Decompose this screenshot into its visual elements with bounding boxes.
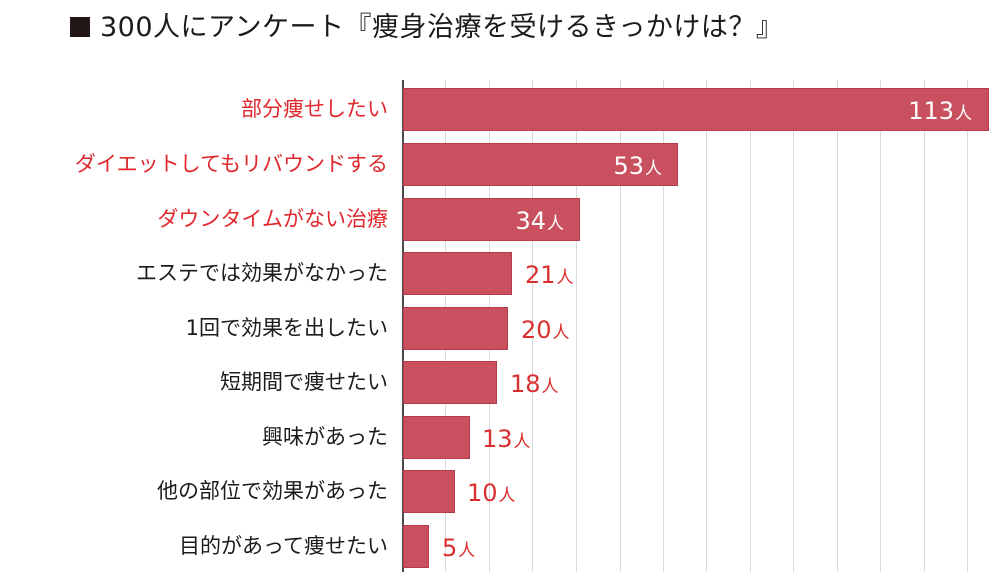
gridline — [706, 80, 707, 572]
bar — [403, 470, 455, 513]
gridline — [837, 80, 838, 572]
chart-title-text: 300人にアンケート『痩身治療を受けるきっかけは？』 — [100, 12, 784, 43]
gridline — [967, 80, 968, 572]
gridline — [576, 80, 577, 572]
bar — [403, 198, 580, 241]
value-label: 13人 — [482, 425, 531, 453]
category-label: 他の部位で効果があった — [157, 479, 388, 503]
bar — [403, 525, 429, 568]
chart-title: 300人にアンケート『痩身治療を受けるきっかけは？』 — [70, 6, 783, 50]
category-label: 興味があった — [262, 425, 388, 449]
bar — [403, 88, 989, 131]
category-label: エステでは効果がなかった — [136, 261, 388, 285]
bar — [403, 307, 508, 350]
category-label: 部分痩せしたい — [241, 97, 388, 121]
gridline — [793, 80, 794, 572]
value-label: 21人 — [525, 261, 574, 289]
gridline — [663, 80, 664, 572]
value-label: 18人 — [510, 370, 559, 398]
gridline — [750, 80, 751, 572]
category-label: 1回で効果を出したい — [185, 316, 388, 340]
gridline — [880, 80, 881, 572]
gridline — [532, 80, 533, 572]
category-label: 目的があって痩せたい — [179, 534, 388, 558]
value-label: 53人 — [613, 152, 662, 180]
value-label: 10人 — [467, 479, 516, 507]
category-label: ダウンタイムがない治療 — [157, 207, 388, 231]
bar — [403, 361, 497, 404]
value-label: 113人 — [908, 97, 972, 125]
value-label: 34人 — [515, 207, 564, 235]
value-label: 20人 — [521, 316, 570, 344]
bar — [403, 416, 470, 459]
bar — [403, 252, 512, 295]
bar — [403, 143, 678, 186]
gridline — [924, 80, 925, 572]
gridline — [620, 80, 621, 572]
category-label: ダイエットしてもリバウンドする — [74, 152, 388, 176]
square-bullet-icon — [70, 17, 90, 37]
plot-area: 113人 53人 34人 21人 20人 18人 13人 10人 5人 — [402, 80, 992, 572]
value-label: 5人 — [442, 534, 476, 562]
category-label: 短期間で痩せたい — [220, 370, 388, 394]
